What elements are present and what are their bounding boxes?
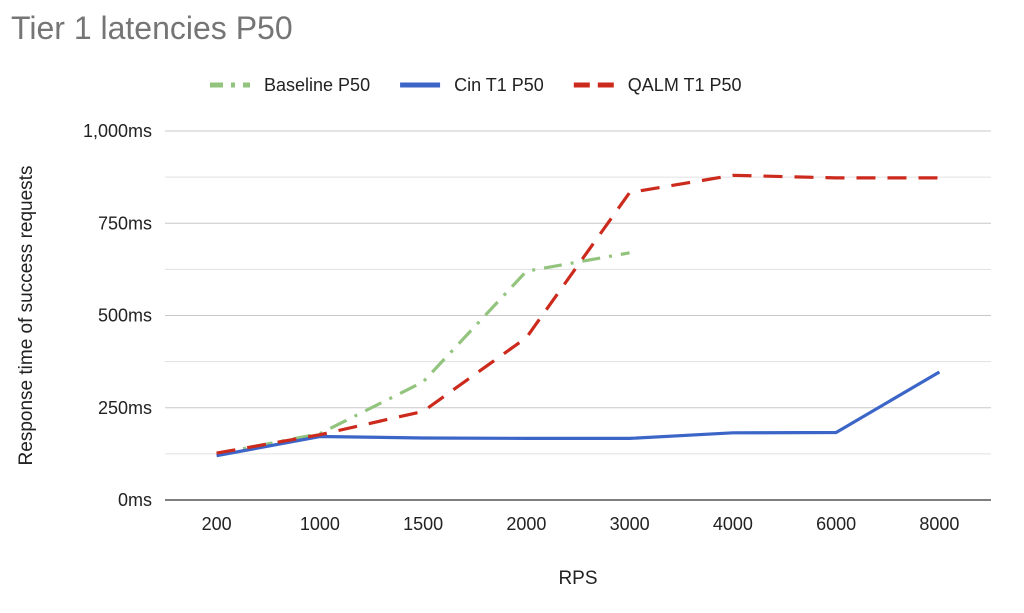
y-tick-label: 0ms <box>118 490 152 510</box>
y-tick-label: 1,000ms <box>83 121 152 141</box>
y-axis-title: Response time of success requests <box>16 166 37 466</box>
y-tick-label: 500ms <box>98 306 152 326</box>
gridlines <box>165 130 991 501</box>
legend-label: Cin T1 P50 <box>454 75 544 95</box>
x-tick-label: 4000 <box>713 514 753 534</box>
chart-title: Tier 1 latencies P50 <box>11 10 293 46</box>
y-tick-label: 750ms <box>98 213 152 233</box>
series-lines <box>216 173 941 458</box>
y-tick-label: 250ms <box>98 398 152 418</box>
series-line-2 <box>216 173 940 455</box>
series-line-1 <box>216 370 941 458</box>
x-tick-label: 1500 <box>403 514 443 534</box>
legend-label: Baseline P50 <box>264 75 370 95</box>
axes: 0ms 250ms 500ms 750ms 1,000ms 200 1000 1500 2000… <box>83 121 959 534</box>
x-tick-label: 3000 <box>610 514 650 534</box>
series-line-0 <box>216 251 630 456</box>
x-tick-label: 1000 <box>300 514 340 534</box>
legend: Baseline P50 Cin T1 P50 QALM T1 P50 <box>210 75 742 95</box>
x-axis-title: RPS <box>558 568 597 589</box>
x-tick-label: 8000 <box>919 514 959 534</box>
legend-label: QALM T1 P50 <box>628 75 742 95</box>
x-tick-label: 200 <box>202 514 232 534</box>
x-tick-label: 2000 <box>506 514 546 534</box>
x-tick-label: 6000 <box>816 514 856 534</box>
